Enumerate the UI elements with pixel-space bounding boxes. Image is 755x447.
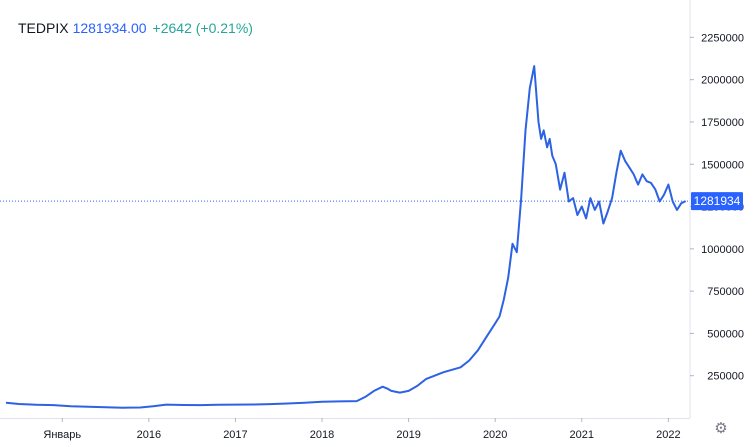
price-tag [691,192,743,211]
x-tick-label: 2017 [223,429,247,441]
y-tick-label: 500000 [707,328,744,340]
x-tick-label: Январь [43,429,81,441]
series-line [5,65,687,409]
legend-change: +2642 (+0.21%) [152,20,253,36]
x-tick-label: 2016 [137,429,161,441]
legend-last-value: 1281934.00 [72,20,147,36]
x-tick-label: 2019 [396,429,420,441]
gear-icon[interactable]: ⚙ [714,420,728,437]
y-tick-label: 1750000 [701,117,744,129]
price-tag-label: 1281934 [694,194,741,208]
y-tick-label: 1000000 [701,244,744,256]
legend: TEDPIX 1281934.00 +2642 (+0.21%) [18,20,253,36]
x-tick-label: 2021 [570,429,594,441]
y-tick-label: 250000 [707,371,744,383]
x-tick-label: 2018 [310,429,334,441]
y-tick-label: 750000 [707,286,744,298]
y-tick-label: 2250000 [701,32,744,44]
y-tick-label: 1500000 [701,159,744,171]
x-tick-label: 2022 [656,429,680,441]
legend-symbol: TEDPIX [18,20,69,36]
x-tick-label: 2020 [483,429,507,441]
y-tick-label: 2000000 [701,75,744,87]
